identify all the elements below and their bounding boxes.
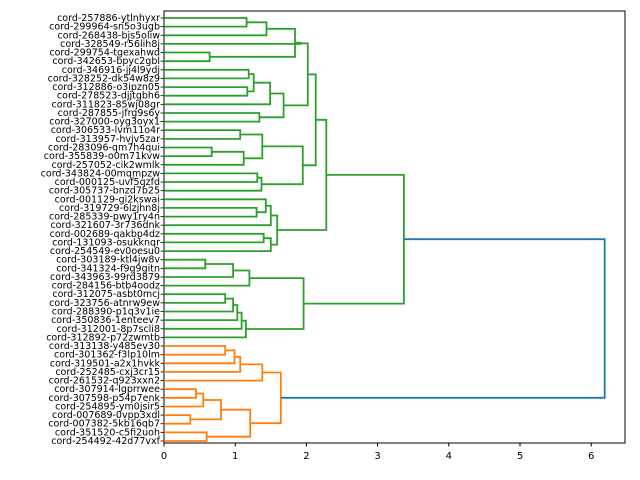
leaf-label: cord-303189-ktl4jw8v (56, 255, 160, 266)
dendrogram-link (280, 238, 606, 399)
leaf-label: cord-305737-bnzd7b25 (49, 186, 160, 197)
leaf-label: cord-001129-gi2kswai (55, 194, 160, 205)
leaf-label: cord-327000-oyg3oyx1 (49, 117, 160, 128)
leaf-label: cord-351520-c5fi2uoh (55, 427, 160, 438)
leaf-label: cord-283096-qm7h4qui (48, 142, 160, 153)
leaf-label: cord-321607-3r736dnk (50, 220, 160, 231)
leaf-label: cord-355839-o0m71kvw (44, 151, 160, 162)
leaf-label: cord-278523-djjtgbh6 (57, 91, 160, 102)
leaf-label: cord-341324-f9g9gitn (56, 263, 160, 274)
leaf-label: cord-307914-lgprrwee (54, 384, 160, 395)
leaf-label: cord-261532-q923xxn2 (49, 376, 160, 387)
x-tick-label: 0 (161, 451, 167, 462)
leaf-label: cord-257052-cik2wmlk (52, 160, 161, 171)
x-tick-label: 4 (446, 451, 452, 462)
leaf-label: cord-254549-ev0oesu0 (50, 246, 160, 257)
x-tick-label: 1 (232, 451, 238, 462)
leaf-label: cord-007689-0vpp3xdl (52, 410, 160, 421)
leaf-label: cord-257886-ytlnhyxr (57, 13, 160, 24)
leaf-label: cord-299754-tgexahwd (49, 48, 160, 59)
leaf-label: cord-313957-hvjv5zar (55, 134, 160, 145)
leaf-label: cord-319501-a2x1hvkk (50, 358, 161, 369)
leaf-label: cord-306533-lvm11o4r (51, 125, 160, 136)
plot-area-border (163, 10, 626, 444)
leaf-label: cord-254895-ym0jsir5 (55, 401, 160, 412)
leaf-label: cord-288390-p1q3v1ie (52, 307, 160, 318)
leaf-label: cord-343824-00mqmpzw (41, 168, 161, 179)
leaf-label: cord-328252-dk54w8z9 (48, 73, 160, 84)
leaf-label: cord-319729-6lzjhn8j (59, 203, 160, 214)
leaf-label: cord-268438-bjs5oliw (58, 30, 161, 41)
leaf-label: cord-007382-5kb16qb7 (48, 419, 160, 430)
leaf-label: cord-312886-o3ipzn05 (52, 82, 160, 93)
leaf-label: cord-252485-cxj3cr15 (55, 367, 160, 378)
leaf-label: cord-301362-f3lp10lm (54, 350, 160, 361)
leaf-label: cord-312075-asbt0mcj (52, 289, 160, 300)
x-tick-label: 5 (517, 451, 523, 462)
leaf-label: cord-350836-1enteev7 (51, 315, 160, 326)
leaf-label: cord-312892-p72zwmtb (46, 332, 160, 343)
leaf-label: cord-254492-42d77vxf (51, 436, 160, 447)
x-tick-label: 3 (374, 451, 380, 462)
leaf-label: cord-311823-85wj08gr (52, 99, 161, 110)
leaf-label: cord-312001-8p7scli8 (56, 324, 160, 335)
leaf-label: cord-343963-99rd3879 (50, 272, 160, 283)
x-tick-label: 6 (588, 451, 594, 462)
leaf-label: cord-313138-y485ev30 (49, 341, 160, 352)
leaf-label: cord-328549-r56lih8j (60, 39, 160, 50)
leaf-label: cord-323756-atnrw9ew (49, 298, 160, 309)
leaf-label: cord-342653-bpyc2gbl (52, 56, 160, 67)
leaf-label: cord-284156-btb4oodz (52, 281, 160, 292)
leaf-label: cord-299964-sn5o3ugb (49, 22, 160, 33)
leaf-label: cord-307598-p54p7enk (49, 393, 161, 404)
leaf-label: cord-002689-qakbp4dz (50, 229, 160, 240)
x-tick-label: 2 (303, 451, 309, 462)
leaf-label: cord-346916-jj4l9ydj (62, 65, 160, 76)
leaf-label: cord-285339-pwy1ry4n (49, 212, 160, 223)
leaf-label: cord-000125-uvf5qzfd (55, 177, 160, 188)
leaf-label: cord-287855-jfrg9s6y (58, 108, 161, 119)
leaf-label: cord-131093-osukknqr (52, 237, 160, 248)
